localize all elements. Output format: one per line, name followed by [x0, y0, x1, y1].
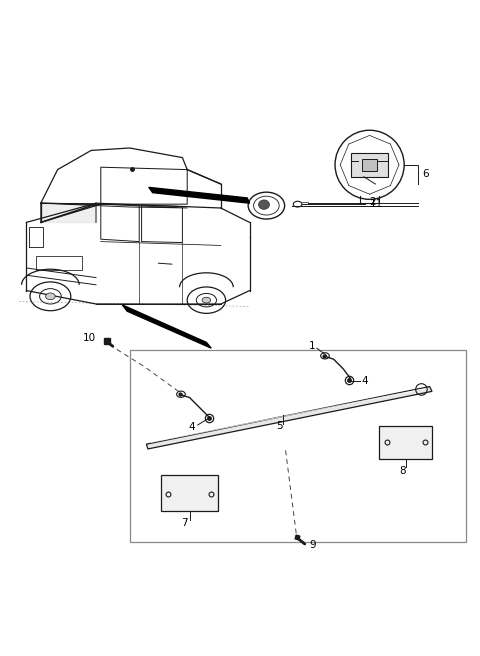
- Bar: [130, 350, 466, 542]
- Text: 2: 2: [370, 197, 376, 207]
- Bar: [379, 426, 432, 459]
- Text: 5: 5: [276, 421, 283, 432]
- Polygon shape: [149, 188, 250, 203]
- FancyBboxPatch shape: [351, 153, 388, 177]
- Text: 4: 4: [361, 376, 368, 386]
- Text: 6: 6: [422, 169, 429, 179]
- Text: 4: 4: [189, 422, 195, 432]
- Ellipse shape: [202, 297, 211, 303]
- Bar: [362, 159, 377, 171]
- Text: 8: 8: [399, 466, 406, 476]
- Ellipse shape: [259, 200, 269, 209]
- Text: 1: 1: [309, 341, 315, 351]
- Text: 11: 11: [370, 199, 383, 209]
- Text: 7: 7: [181, 518, 188, 528]
- Ellipse shape: [46, 293, 55, 300]
- Text: 10: 10: [83, 333, 96, 342]
- Polygon shape: [122, 305, 211, 348]
- Bar: [36, 256, 82, 270]
- Polygon shape: [146, 386, 432, 449]
- Text: 9: 9: [310, 541, 316, 550]
- Polygon shape: [41, 204, 96, 222]
- Polygon shape: [41, 203, 187, 208]
- Bar: [161, 476, 218, 512]
